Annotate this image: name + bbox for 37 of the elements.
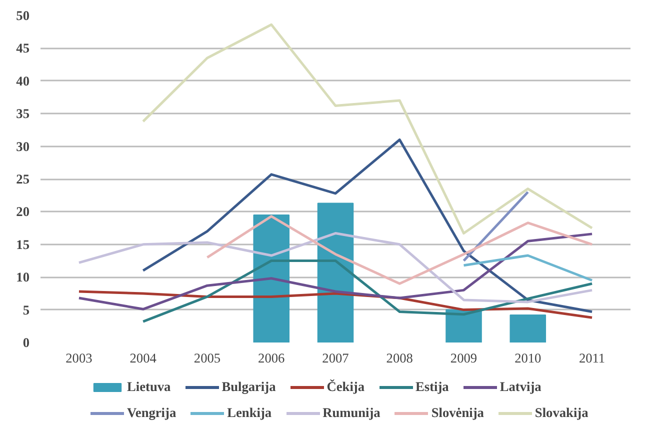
y-tick-label: 40 xyxy=(16,73,30,88)
x-tick-label: 2010 xyxy=(514,350,542,366)
x-tick-label: 2008 xyxy=(386,350,414,366)
y-tick-label: 25 xyxy=(16,172,30,186)
x-tick-label: 2003 xyxy=(66,350,93,366)
x-tick-label: 2004 xyxy=(130,350,157,366)
y-tick-label: 35 xyxy=(16,106,30,122)
y-tick-label: 0 xyxy=(22,335,30,350)
legend-label: Vengrija xyxy=(127,405,176,421)
x-tick-label: 2011 xyxy=(578,350,606,366)
bar xyxy=(446,309,482,342)
y-tick-label: 10 xyxy=(16,270,30,285)
y-tick-label: 5 xyxy=(22,302,30,318)
x-tick-label: 2007 xyxy=(322,350,350,366)
legend-label: Estija xyxy=(416,379,449,395)
legend-label: Bulgarija xyxy=(222,379,276,395)
legend-label: Lietuva xyxy=(127,379,171,395)
y-tick-label: 30 xyxy=(16,138,30,154)
bar xyxy=(510,314,546,342)
y-tick-label: 20 xyxy=(16,204,30,220)
line-series xyxy=(206,215,594,285)
line-series xyxy=(142,260,594,323)
legend-label: Slovakija xyxy=(534,405,588,421)
x-tick-label: 2009 xyxy=(450,350,478,366)
legend-label: Lenkija xyxy=(227,405,272,421)
y-tick-label: 50 xyxy=(16,8,30,23)
legend-label: Latvija xyxy=(500,379,542,395)
x-tick-label: 2005 xyxy=(194,350,221,366)
line-series xyxy=(142,23,594,235)
bar xyxy=(317,202,354,342)
y-tick-label: 45 xyxy=(16,40,30,56)
y-tick-label: 15 xyxy=(16,236,30,252)
legend-label: Slovėnija xyxy=(431,405,484,421)
line-series xyxy=(142,138,594,314)
legend-label: Čekija xyxy=(326,379,365,395)
legend-label: Rumunija xyxy=(322,405,380,421)
x-tick-label: 2006 xyxy=(258,350,286,366)
